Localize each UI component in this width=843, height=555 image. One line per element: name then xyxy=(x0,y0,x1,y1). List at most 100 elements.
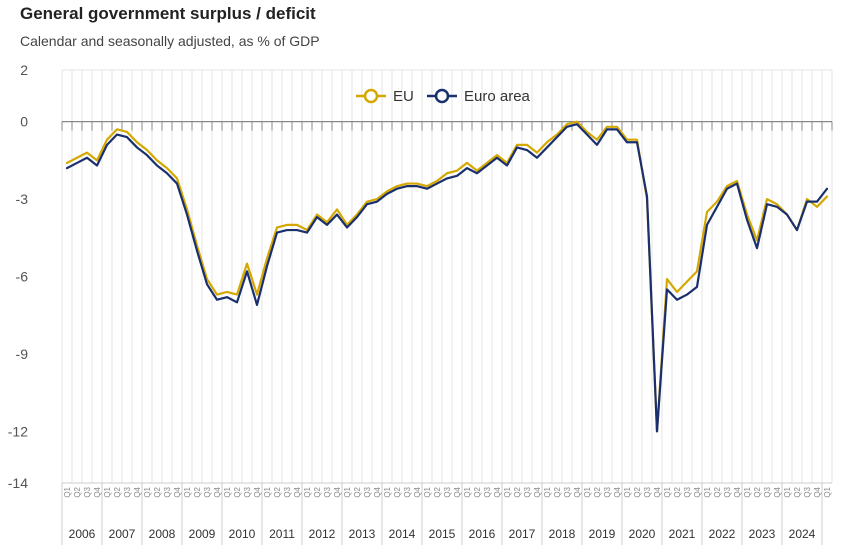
legend-label-euro-area: Euro area xyxy=(464,88,531,105)
chart-title: General government surplus / deficit xyxy=(20,4,316,23)
x-quarter-label: Q3 xyxy=(643,486,652,497)
x-quarter-label: Q4 xyxy=(413,486,422,497)
x-quarter-label: Q3 xyxy=(483,486,492,497)
x-year-label: 2019 xyxy=(589,527,616,541)
x-quarter-label: Q1 xyxy=(823,486,832,497)
x-year-label: 2010 xyxy=(229,527,256,541)
x-year-label: 2009 xyxy=(189,527,216,541)
x-quarter-label: Q1 xyxy=(183,486,192,497)
x-quarter-label: Q3 xyxy=(803,486,812,497)
x-quarter-label: Q2 xyxy=(433,486,442,497)
x-quarter-label: Q3 xyxy=(723,486,732,497)
grid xyxy=(61,69,833,483)
x-year-label: 2017 xyxy=(509,527,536,541)
x-quarter-label: Q2 xyxy=(233,486,242,497)
x-year-label: 2015 xyxy=(429,527,456,541)
x-quarter-label: Q4 xyxy=(733,486,742,497)
x-quarter-label: Q1 xyxy=(583,486,592,497)
x-quarter-label: Q3 xyxy=(243,486,252,497)
x-year-label: 2020 xyxy=(629,527,656,541)
y-axis: 2 0 -3 -6 -9 -12 -14 xyxy=(8,62,28,491)
x-quarter-label: Q4 xyxy=(653,486,662,497)
y-tick-label: -12 xyxy=(8,423,28,439)
x-quarter-label: Q3 xyxy=(603,486,612,497)
x-axis: Q1 Q2 Q3 Q4 Q1 Q2 Q3 Q4 Q1 Q2 Q3 Q4 Q1 Q2 Q3 Q4 Q1 Q2 Q3 Q4… xyxy=(61,482,832,545)
legend[interactable]: EU Euro area xyxy=(356,88,531,105)
x-quarter-label: Q1 xyxy=(703,486,712,497)
x-quarter-label: Q4 xyxy=(573,486,582,497)
x-quarter-label: Q1 xyxy=(263,486,272,497)
x-quarter-label: Q1 xyxy=(503,486,512,497)
x-quarter-label: Q1 xyxy=(63,486,72,497)
x-quarter-label: Q3 xyxy=(563,486,572,497)
x-quarter-label: Q1 xyxy=(663,486,672,497)
x-quarter-label: Q2 xyxy=(673,486,682,497)
x-quarter-label: Q1 xyxy=(343,486,352,497)
chart-subtitle: Calendar and seasonally adjusted, as % o… xyxy=(20,33,320,49)
x-quarter-label: Q2 xyxy=(513,486,522,497)
x-quarter-label: Q1 xyxy=(783,486,792,497)
x-quarter-label: Q4 xyxy=(173,486,182,497)
x-quarter-label: Q2 xyxy=(553,486,562,497)
y-tick-label: -14 xyxy=(8,475,28,491)
series-line-eu[interactable] xyxy=(65,120,829,433)
x-quarter-label: Q2 xyxy=(753,486,762,497)
series-line-euro-area[interactable] xyxy=(65,123,829,433)
x-year-label: 2022 xyxy=(709,527,736,541)
x-quarter-label: Q1 xyxy=(623,486,632,497)
x-quarter-label: Q2 xyxy=(713,486,722,497)
x-quarter-label: Q2 xyxy=(353,486,362,497)
x-year-label: 2007 xyxy=(109,527,136,541)
x-quarter-label: Q2 xyxy=(113,486,122,497)
x-year-label: 2021 xyxy=(669,527,696,541)
x-quarter-label: Q2 xyxy=(793,486,802,497)
y-tick-label: 2 xyxy=(20,62,28,78)
y-tick-label: -9 xyxy=(16,346,29,362)
x-quarter-label: Q2 xyxy=(273,486,282,497)
x-year-label: 2014 xyxy=(389,527,416,541)
series-lines[interactable] xyxy=(65,120,829,433)
x-year-label: 2013 xyxy=(349,527,376,541)
x-quarter-label: Q4 xyxy=(693,486,702,497)
x-quarter-label: Q1 xyxy=(743,486,752,497)
x-quarter-label: Q3 xyxy=(123,486,132,497)
x-quarter-label: Q4 xyxy=(93,486,102,497)
x-year-label: 2023 xyxy=(749,527,776,541)
legend-item-euro-area[interactable]: Euro area xyxy=(427,88,531,105)
x-quarter-label: Q4 xyxy=(133,486,142,497)
x-quarter-label: Q1 xyxy=(143,486,152,497)
legend-eu-marker-icon xyxy=(363,88,379,104)
y-tick-label: 0 xyxy=(20,114,28,130)
x-quarter-label: Q2 xyxy=(473,486,482,497)
x-quarter-label: Q1 xyxy=(303,486,312,497)
x-quarter-label: Q3 xyxy=(683,486,692,497)
x-quarter-label: Q4 xyxy=(253,486,262,497)
x-quarter-label: Q4 xyxy=(813,486,822,497)
x-quarter-label: Q2 xyxy=(593,486,602,497)
legend-label-eu: EU xyxy=(393,88,414,105)
x-year-label: 2016 xyxy=(469,527,496,541)
x-quarter-label: Q2 xyxy=(193,486,202,497)
x-quarter-label: Q4 xyxy=(453,486,462,497)
x-quarter-label: Q4 xyxy=(293,486,302,497)
x-year-label: 2008 xyxy=(149,527,176,541)
legend-item-eu[interactable]: EU xyxy=(356,88,414,105)
x-quarter-label: Q3 xyxy=(83,486,92,497)
y-tick-label: -3 xyxy=(16,191,29,207)
x-quarter-label: Q4 xyxy=(373,486,382,497)
x-quarter-label: Q3 xyxy=(203,486,212,497)
x-quarter-label: Q3 xyxy=(323,486,332,497)
x-quarter-label: Q3 xyxy=(363,486,372,497)
x-quarter-label: Q3 xyxy=(523,486,532,497)
x-quarter-label: Q3 xyxy=(283,486,292,497)
legend-euro-area-marker-icon xyxy=(434,88,450,104)
x-quarter-label: Q4 xyxy=(613,486,622,497)
x-quarter-label: Q2 xyxy=(153,486,162,497)
x-quarter-label: Q4 xyxy=(773,486,782,497)
x-quarter-label: Q4 xyxy=(493,486,502,497)
x-year-label: 2024 xyxy=(789,527,816,541)
x-quarter-label: Q4 xyxy=(333,486,342,497)
x-quarter-label: Q1 xyxy=(383,486,392,497)
x-quarter-label: Q2 xyxy=(73,486,82,497)
